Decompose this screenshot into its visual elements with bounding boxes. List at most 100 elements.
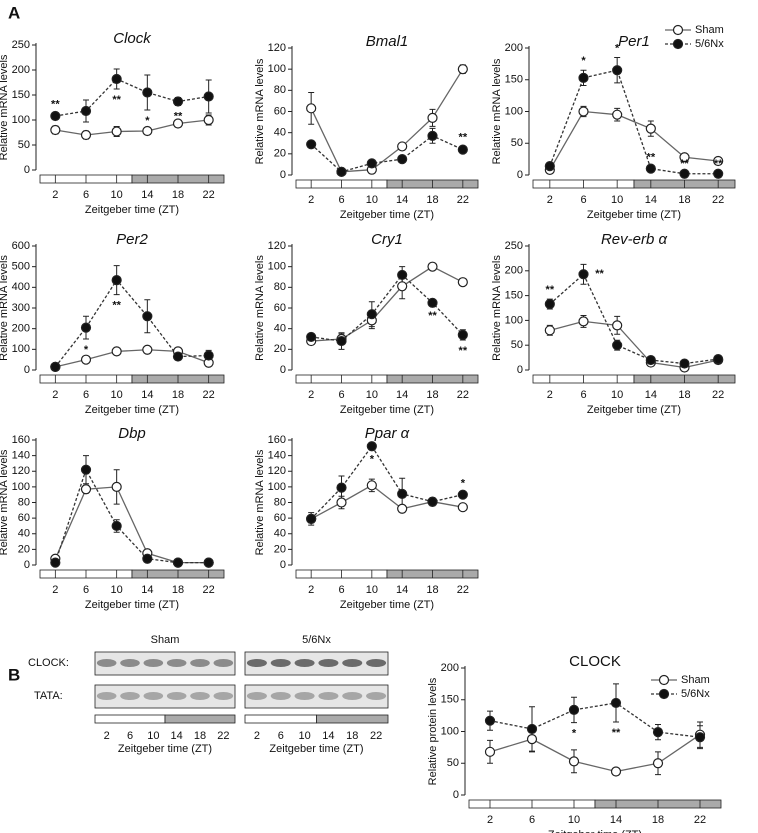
y-tick-label: 140	[12, 450, 30, 462]
marker	[111, 346, 122, 357]
y-tick-label: 60	[18, 512, 30, 524]
marker	[610, 697, 622, 709]
x-tick-label: 22	[457, 584, 469, 596]
marker	[612, 109, 623, 120]
significance: **	[112, 299, 121, 311]
marker	[50, 110, 61, 122]
significance: *	[370, 454, 375, 466]
y-tick-label: 0	[517, 169, 523, 181]
marker	[172, 118, 184, 129]
y-tick-label: 300	[12, 302, 30, 314]
x-tick-label: 2	[547, 194, 553, 206]
x-tick-label: 14	[396, 194, 408, 206]
blot-strip	[94, 684, 236, 709]
chart-title: Cry1	[371, 231, 403, 248]
significance: **	[647, 152, 656, 164]
marker	[713, 168, 724, 179]
series-line	[310, 484, 463, 520]
significance: *	[84, 344, 89, 356]
legend-marker	[672, 38, 684, 50]
x-tick-label: 14	[396, 584, 408, 596]
marker	[203, 350, 214, 361]
marker	[306, 139, 317, 150]
x-tick-label: 10	[147, 730, 159, 742]
legend-label: Sham	[681, 674, 710, 686]
x-tick-label: 14	[141, 584, 153, 596]
blot-strip	[244, 651, 389, 676]
blot-band	[294, 659, 315, 667]
y-tick-label: 200	[505, 265, 523, 277]
marker	[336, 166, 347, 177]
series-line	[310, 68, 464, 173]
y-tick-label: 40	[18, 528, 30, 540]
x-tick-label: 18	[652, 814, 664, 826]
marker	[457, 502, 468, 513]
marker	[306, 513, 317, 525]
y-tick-label: 200	[12, 64, 30, 76]
dark-phase	[316, 714, 389, 724]
x-tick-label: 18	[426, 584, 438, 596]
marker	[544, 325, 555, 336]
marker	[397, 488, 408, 500]
x-tick-label: 6	[338, 584, 344, 596]
x-tick-label: 22	[712, 389, 724, 401]
y-tick-label: 500	[12, 261, 30, 273]
series-line	[549, 320, 719, 369]
y-tick-label: 120	[268, 240, 286, 252]
significance: **	[714, 158, 723, 170]
y-tick-label: 20	[274, 543, 286, 555]
series-line	[54, 468, 209, 564]
x-tick-label: 2	[308, 194, 314, 206]
x-axis-label: Zeitgeber time (ZT)	[85, 404, 179, 416]
x-tick-label: 18	[426, 194, 438, 206]
x-tick-label: 6	[83, 584, 89, 596]
x-axis-label: Zeitgeber time (ZT)	[118, 743, 212, 755]
y-tick-label: 80	[274, 281, 286, 293]
y-tick-label: 80	[274, 84, 286, 96]
marker	[397, 503, 408, 514]
significance: **	[428, 310, 437, 322]
y-tick-label: 60	[274, 302, 286, 314]
x-tick-label: 18	[346, 730, 358, 742]
x-tick-label: 10	[611, 194, 623, 206]
chart-title: Rev-erb α	[601, 231, 668, 248]
significance: **	[612, 727, 621, 739]
marker	[336, 497, 347, 508]
series-line	[55, 78, 209, 117]
significance: **	[174, 110, 183, 122]
significance: **	[546, 284, 555, 296]
x-tick-label: 22	[370, 730, 382, 742]
significance: **	[459, 131, 468, 143]
blot-strip	[94, 651, 236, 676]
y-tick-label: 0	[280, 559, 286, 571]
y-tick-label: 200	[12, 323, 30, 335]
marker	[397, 269, 408, 281]
significance: *	[581, 55, 586, 67]
blot-band	[143, 659, 164, 667]
significance: **	[112, 94, 121, 106]
marker	[427, 496, 438, 507]
marker	[457, 277, 468, 288]
marker	[366, 309, 377, 320]
marker	[645, 354, 656, 366]
x-tick-label: 14	[396, 389, 408, 401]
marker	[568, 704, 580, 716]
x-tick-label: 6	[278, 730, 284, 742]
y-tick-label: 200	[441, 662, 459, 674]
y-tick-label: 160	[12, 434, 30, 446]
series-line	[55, 119, 209, 136]
marker	[50, 557, 61, 568]
marker	[172, 351, 184, 362]
series-line	[55, 349, 209, 368]
x-tick-label: 6	[83, 189, 89, 201]
blot-band	[342, 659, 363, 667]
marker	[111, 275, 122, 286]
marker	[694, 732, 706, 743]
blot-band	[96, 692, 117, 700]
x-tick-label: 6	[338, 389, 344, 401]
marker	[336, 482, 347, 493]
marker	[544, 161, 555, 172]
x-axis-label: Zeitgeber time (ZT)	[548, 829, 642, 833]
y-tick-label: 100	[12, 481, 30, 493]
marker	[679, 168, 690, 179]
